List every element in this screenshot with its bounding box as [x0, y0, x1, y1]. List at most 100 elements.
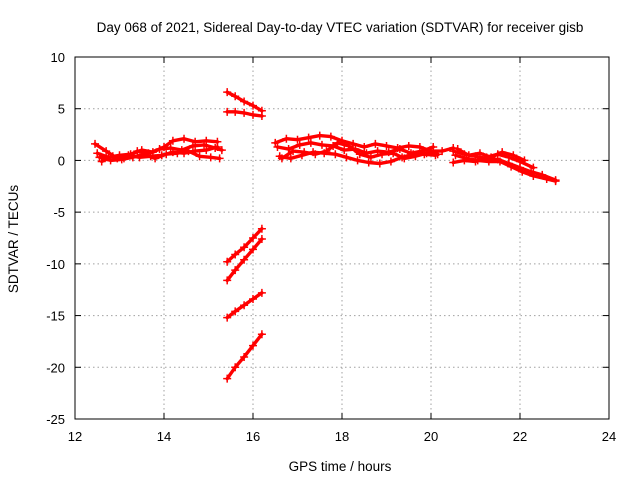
series-6 [223, 107, 266, 120]
data-point [273, 142, 282, 151]
data-point [449, 147, 458, 156]
data-point [162, 150, 171, 159]
data-point [518, 167, 527, 176]
data-point [284, 145, 293, 154]
x-tick-label: 14 [157, 429, 171, 444]
x-axis-label: GPS time / hours [289, 459, 392, 474]
series-5 [223, 88, 266, 115]
data-point [257, 330, 266, 339]
data-point [333, 138, 342, 147]
data-point [144, 149, 153, 158]
y-axis-label: SDTVAR / TECUs [6, 185, 21, 294]
y-tick-label: 0 [58, 153, 65, 168]
data-point [360, 142, 369, 151]
data-point [119, 154, 128, 163]
x-tick-label: 24 [602, 429, 616, 444]
series-10 [223, 330, 266, 383]
data-point [151, 154, 160, 163]
data-point [231, 307, 240, 316]
data-point [195, 152, 204, 161]
data-point [249, 245, 257, 254]
series-trail [453, 153, 558, 183]
series-8 [223, 235, 266, 285]
data-point [231, 107, 240, 116]
data-point [102, 147, 111, 156]
y-tick-label: -15 [46, 309, 65, 324]
data-point [340, 146, 349, 155]
data-point [188, 141, 197, 150]
x-tick-label: 20 [424, 429, 438, 444]
data-point [240, 108, 249, 117]
data-point [168, 136, 177, 145]
data-point [317, 140, 326, 149]
data-point [433, 150, 442, 159]
data-point [211, 144, 220, 153]
data-point [495, 157, 504, 166]
data-point [349, 139, 358, 148]
data-point [286, 154, 295, 163]
data-point [97, 157, 106, 166]
data-point [257, 111, 266, 120]
data-point [295, 140, 304, 149]
data-point [93, 149, 102, 158]
data-point [257, 224, 266, 233]
data-point [200, 140, 209, 149]
series-17 [451, 151, 560, 186]
data-point [371, 139, 380, 148]
y-tick-label: -25 [46, 412, 65, 427]
data-point [355, 150, 364, 159]
data-point [155, 145, 164, 154]
data-point [240, 243, 249, 252]
data-point [520, 156, 529, 165]
data-point [133, 147, 142, 156]
data-point [389, 149, 398, 158]
data-point [240, 255, 249, 264]
data-point [411, 152, 420, 161]
data-point [213, 137, 222, 146]
data-point [378, 150, 387, 159]
data-point [206, 153, 215, 162]
y-tick-labels: -25 -20 -15 -10 -5 0 5 10 [46, 50, 65, 427]
data-point [300, 148, 309, 157]
data-point [306, 138, 315, 147]
data-point [249, 234, 257, 242]
y-tick-label: 10 [51, 50, 65, 65]
data-point [249, 295, 257, 304]
data-point [375, 159, 384, 168]
series-4 [97, 140, 226, 166]
y-tick-label: -10 [46, 257, 65, 272]
data-point [108, 152, 117, 161]
x-tick-label: 18 [335, 429, 349, 444]
data-point [415, 142, 424, 151]
data-point [311, 150, 320, 159]
data-point [249, 341, 257, 350]
data-point [473, 156, 482, 165]
data-point [484, 157, 493, 166]
data-point [509, 151, 518, 160]
ticks [74, 56, 610, 420]
data-point [453, 145, 462, 154]
data-point [223, 107, 232, 116]
data-point [449, 158, 458, 167]
data-point [95, 153, 104, 162]
data-point [223, 313, 232, 322]
data-point [322, 147, 331, 156]
data-point [315, 131, 324, 140]
chart-title: Day 068 of 2021, Sidereal Day-to-day VTE… [97, 20, 584, 35]
x-tick-label: 22 [513, 429, 527, 444]
series-18 [453, 145, 529, 165]
data-point [353, 156, 362, 165]
series-9 [223, 288, 266, 322]
data-point [344, 141, 353, 150]
data-point [202, 136, 211, 145]
data-point [487, 153, 496, 162]
data-point [293, 135, 302, 144]
data-point [180, 134, 189, 143]
x-tick-label: 16 [246, 429, 260, 444]
y-tick-label: -5 [53, 205, 65, 220]
data-point [326, 132, 335, 141]
data-point [451, 151, 460, 160]
data-point [289, 147, 298, 156]
data-point [498, 148, 507, 157]
